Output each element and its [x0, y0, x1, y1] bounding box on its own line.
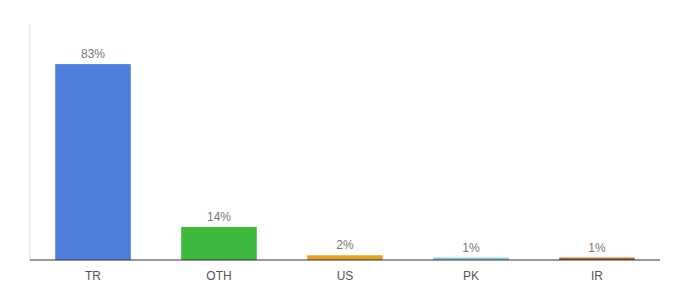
data-label: 14%	[207, 210, 231, 224]
x-axis-line	[30, 260, 660, 261]
bar	[307, 255, 383, 260]
data-labels: 83% 14% 2% 1% 1%	[81, 47, 606, 255]
x-ticks: TR OTH US PK IR	[85, 269, 603, 283]
bar	[181, 227, 257, 260]
bar	[55, 64, 131, 260]
y-axis-line	[30, 24, 31, 260]
data-label: 2%	[336, 238, 354, 252]
data-label: 1%	[588, 241, 606, 255]
x-tick-label: US	[337, 269, 354, 283]
data-label: 83%	[81, 47, 105, 61]
x-tick-label: OTH	[206, 269, 231, 283]
data-label: 1%	[462, 241, 480, 255]
bars	[55, 64, 635, 260]
x-tick-label: IR	[591, 269, 603, 283]
x-tick-label: TR	[85, 269, 101, 283]
chart: 83% 14% 2% 1% 1% TR OTH US PK IR	[0, 0, 680, 300]
chart-container: 83% 14% 2% 1% 1% TR OTH US PK IR	[0, 0, 680, 300]
x-tick-label: PK	[463, 269, 479, 283]
